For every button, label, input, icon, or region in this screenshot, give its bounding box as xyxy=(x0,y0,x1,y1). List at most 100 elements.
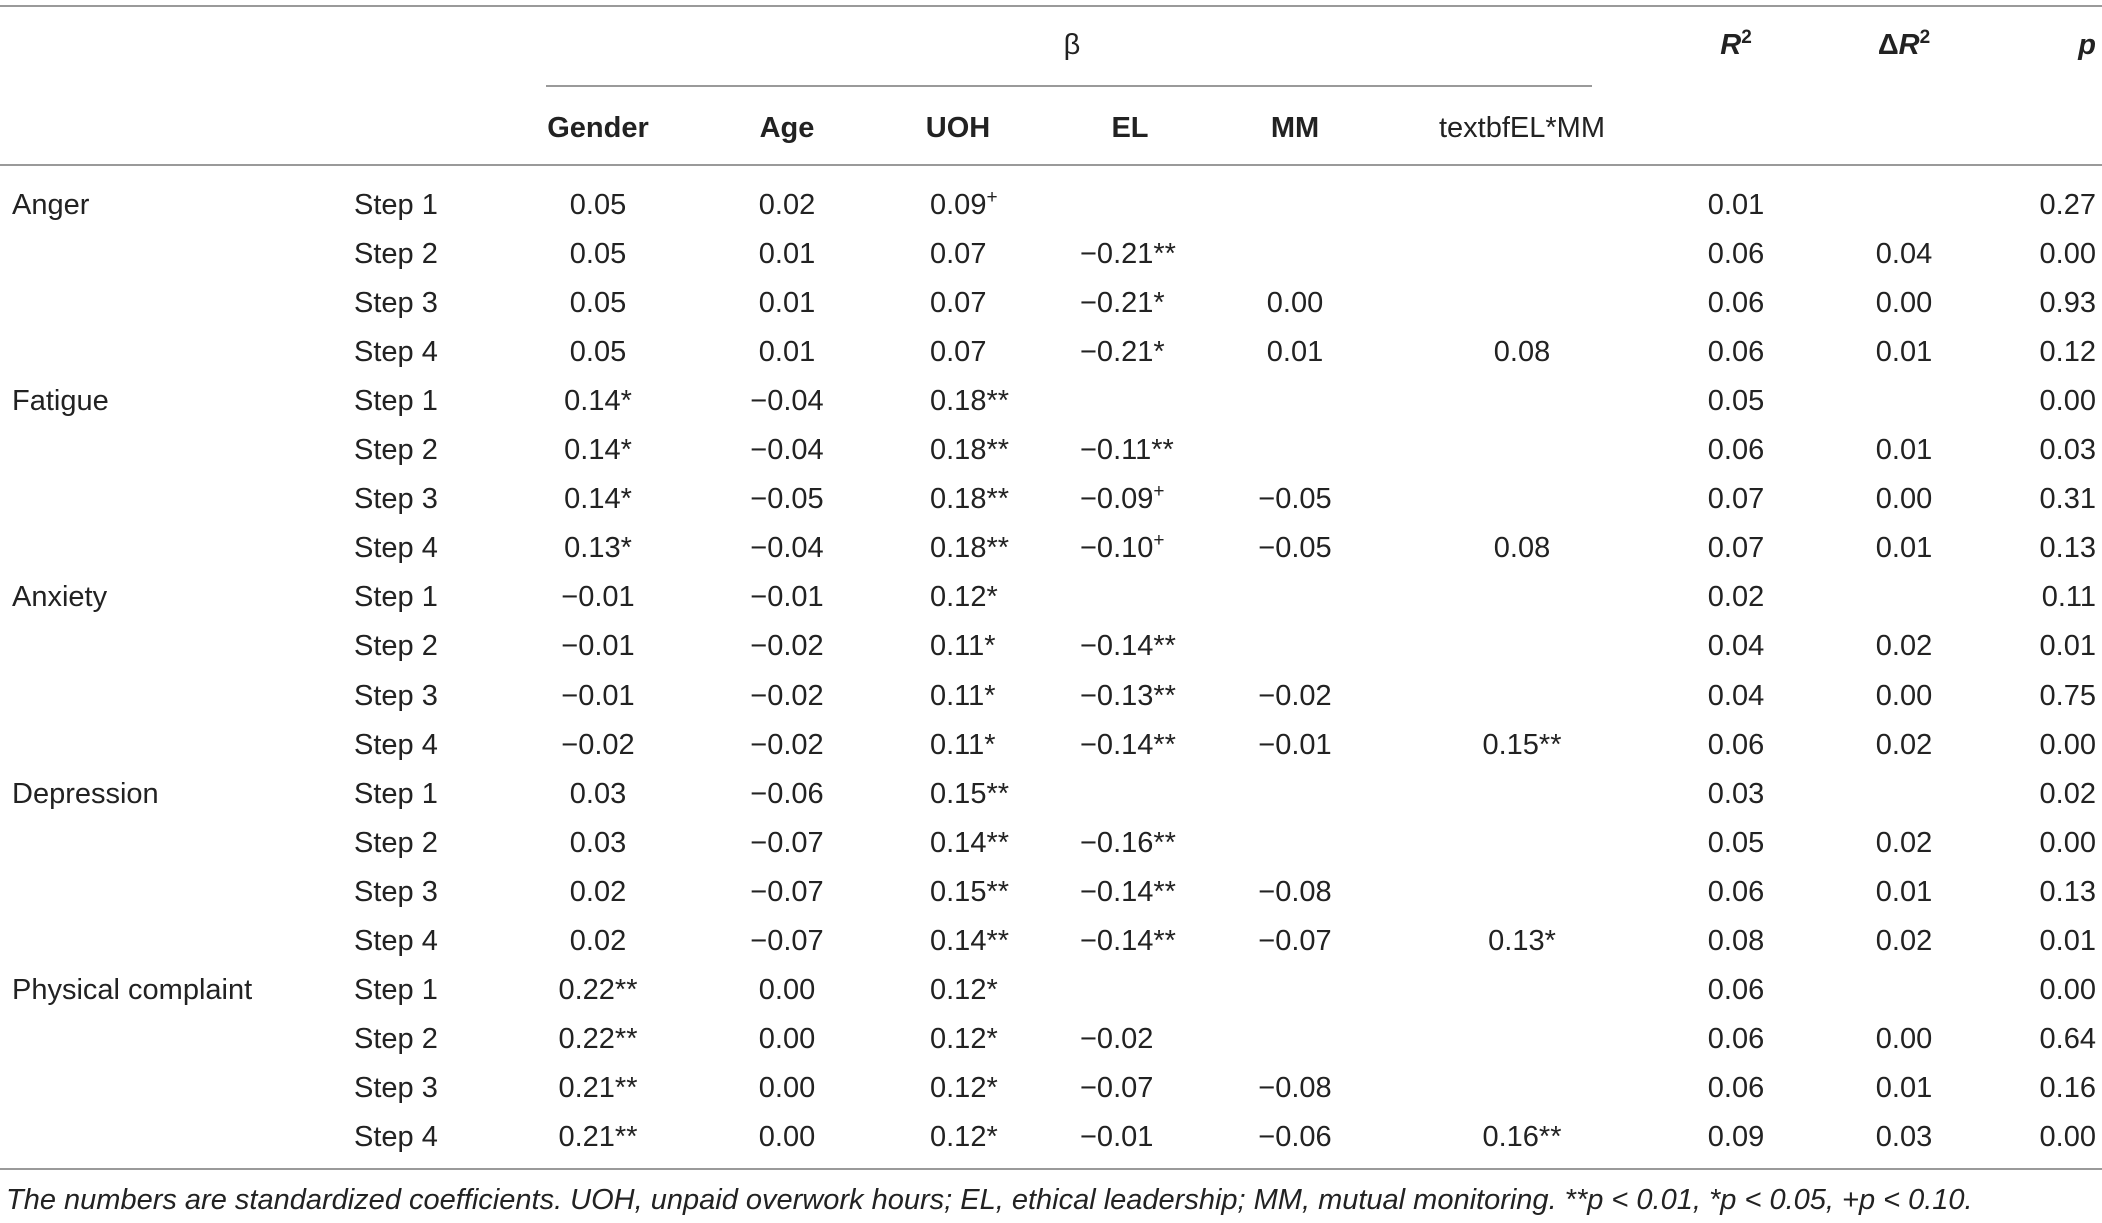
cell-p-value: 0.02 xyxy=(2039,777,2096,810)
cell-age-value: 0.02 xyxy=(758,189,816,221)
cell-gender: −0.01 xyxy=(561,626,634,666)
cell-r2-value: 0.08 xyxy=(1707,924,1765,957)
cell-p-value: 0.01 xyxy=(2039,924,2096,957)
cell-r2-value: 0.06 xyxy=(1707,875,1765,908)
cell-el-mm-value: 0.08 xyxy=(1493,532,1551,565)
cell-delta-r2: 0.01 xyxy=(1876,872,1932,912)
cell-mm-value: −0.05 xyxy=(1258,483,1332,516)
cell-uoh: 0.18** xyxy=(930,430,1009,470)
cell-step-value: Step 3 xyxy=(354,287,438,320)
cell-uoh: 0.07 xyxy=(930,234,986,274)
cell-el-value: −0.07 xyxy=(1080,1071,1154,1104)
cell-step: Step 3 xyxy=(354,479,438,519)
cell-gender: −0.02 xyxy=(561,725,634,765)
cell-delta-r2-value: 0.00 xyxy=(1875,679,1933,712)
cell-age: 0.01 xyxy=(759,234,815,274)
col-header-el: EL xyxy=(1111,112,1149,144)
cell-group-value: Depression xyxy=(12,777,159,810)
cell-mm-value: −0.01 xyxy=(1258,728,1332,761)
cell-delta-r2: 0.02 xyxy=(1876,921,1932,961)
cell-r2-value: 0.05 xyxy=(1707,385,1765,418)
cell-mm: −0.01 xyxy=(1258,725,1331,765)
cell-delta-r2: 0.01 xyxy=(1876,528,1932,568)
cell-el-value: −0.13** xyxy=(1080,679,1176,712)
cell-p: 0.00 xyxy=(2040,725,2096,765)
cell-r2: 0.06 xyxy=(1708,234,1764,274)
cell-gender-value: 0.05 xyxy=(569,238,627,271)
cell-mm: 0.01 xyxy=(1267,332,1323,372)
cell-r2-value: 0.04 xyxy=(1707,679,1765,712)
cell-uoh-value: 0.14** xyxy=(930,826,1010,859)
cell-el-value: −0.02 xyxy=(1080,1022,1154,1055)
cell-delta-r2-value: 0.01 xyxy=(1875,875,1933,908)
cell-uoh-value: 0.12* xyxy=(930,1120,998,1153)
cell-gender-value: 0.03 xyxy=(569,826,627,859)
cell-delta-r2-value: 0.01 xyxy=(1875,336,1933,369)
cell-age: −0.01 xyxy=(750,577,823,617)
cell-age-value: −0.04 xyxy=(750,385,824,418)
col-header-age: Age xyxy=(759,112,815,144)
cell-age-value: 0.00 xyxy=(758,973,816,1006)
cell-group-value: Anxiety xyxy=(12,581,108,614)
cell-gender-value: −0.01 xyxy=(561,679,635,712)
cell-delta-r2: 0.01 xyxy=(1876,430,1932,470)
cell-r2: 0.06 xyxy=(1708,725,1764,765)
cell-age-value: −0.04 xyxy=(750,434,824,467)
cell-el: −0.14** xyxy=(1080,725,1176,765)
col-header-el-mm: textbfEL*MM xyxy=(1439,112,1605,144)
cell-age-value: −0.07 xyxy=(750,924,824,957)
cell-el: −0.14** xyxy=(1080,626,1176,666)
cell-mm-value: −0.06 xyxy=(1258,1120,1332,1153)
cell-age: −0.02 xyxy=(750,725,823,765)
cell-el: −0.02 xyxy=(1080,1019,1153,1059)
cell-el-value: −0.10 xyxy=(1080,532,1154,565)
cell-p: 0.02 xyxy=(2040,774,2096,814)
cell-el: −0.09+ xyxy=(1080,479,1165,519)
cell-delta-r2-value: 0.01 xyxy=(1875,532,1933,565)
cell-r2: 0.04 xyxy=(1708,676,1764,716)
col-header-p: p xyxy=(2078,29,2096,61)
cell-uoh-value: 0.07 xyxy=(930,336,987,369)
cell-r2-value: 0.09 xyxy=(1707,1120,1765,1153)
cell-r2: 0.06 xyxy=(1708,283,1764,323)
cell-p: 0.00 xyxy=(2040,381,2096,421)
cell-step-value: Step 3 xyxy=(354,875,438,908)
cell-gender-value: −0.01 xyxy=(561,630,635,663)
cell-uoh-value: 0.18** xyxy=(930,434,1010,467)
cell-step: Step 1 xyxy=(354,381,438,421)
cell-age: 0.02 xyxy=(759,185,815,225)
cell-age: −0.02 xyxy=(750,676,823,716)
col-header-delta-r2: ΔR2 xyxy=(1878,25,1930,65)
delta-r2-sup: 2 xyxy=(1919,27,1931,48)
cell-el-value: −0.09 xyxy=(1080,483,1154,516)
cell-p-value: 0.13 xyxy=(2039,532,2096,565)
cell-r2: 0.09 xyxy=(1708,1117,1764,1157)
cell-step: Step 4 xyxy=(354,1117,438,1157)
cell-delta-r2-value: 0.00 xyxy=(1875,483,1933,516)
cell-r2: 0.07 xyxy=(1708,479,1764,519)
cell-el-value: −0.14** xyxy=(1080,728,1176,761)
cell-age: −0.07 xyxy=(750,823,823,863)
cell-el: −0.14** xyxy=(1080,872,1176,912)
cell-age: −0.07 xyxy=(750,921,823,961)
cell-el: −0.21** xyxy=(1080,234,1176,274)
cell-gender-value: 0.03 xyxy=(569,777,627,810)
cell-gender: 0.14* xyxy=(564,381,632,421)
cell-mm: −0.05 xyxy=(1258,528,1331,568)
cell-r2: 0.06 xyxy=(1708,1019,1764,1059)
cell-uoh: 0.12* xyxy=(930,1019,998,1059)
cell-el-mm: 0.13* xyxy=(1488,921,1556,961)
cell-p-value: 0.13 xyxy=(2039,875,2096,908)
cell-el: −0.10+ xyxy=(1080,528,1165,568)
cell-age-value: −0.04 xyxy=(750,532,824,565)
cell-step-value: Step 1 xyxy=(354,385,438,418)
cell-p: 0.01 xyxy=(2040,921,2096,961)
cell-el-mm: 0.08 xyxy=(1494,332,1550,372)
cell-delta-r2-value: 0.01 xyxy=(1875,434,1933,467)
cell-p: 0.93 xyxy=(2040,283,2096,323)
cell-age-value: −0.07 xyxy=(750,875,824,908)
cell-p-value: 0.03 xyxy=(2039,434,2096,467)
cell-r2: 0.07 xyxy=(1708,528,1764,568)
cell-gender: 0.22** xyxy=(558,1019,637,1059)
